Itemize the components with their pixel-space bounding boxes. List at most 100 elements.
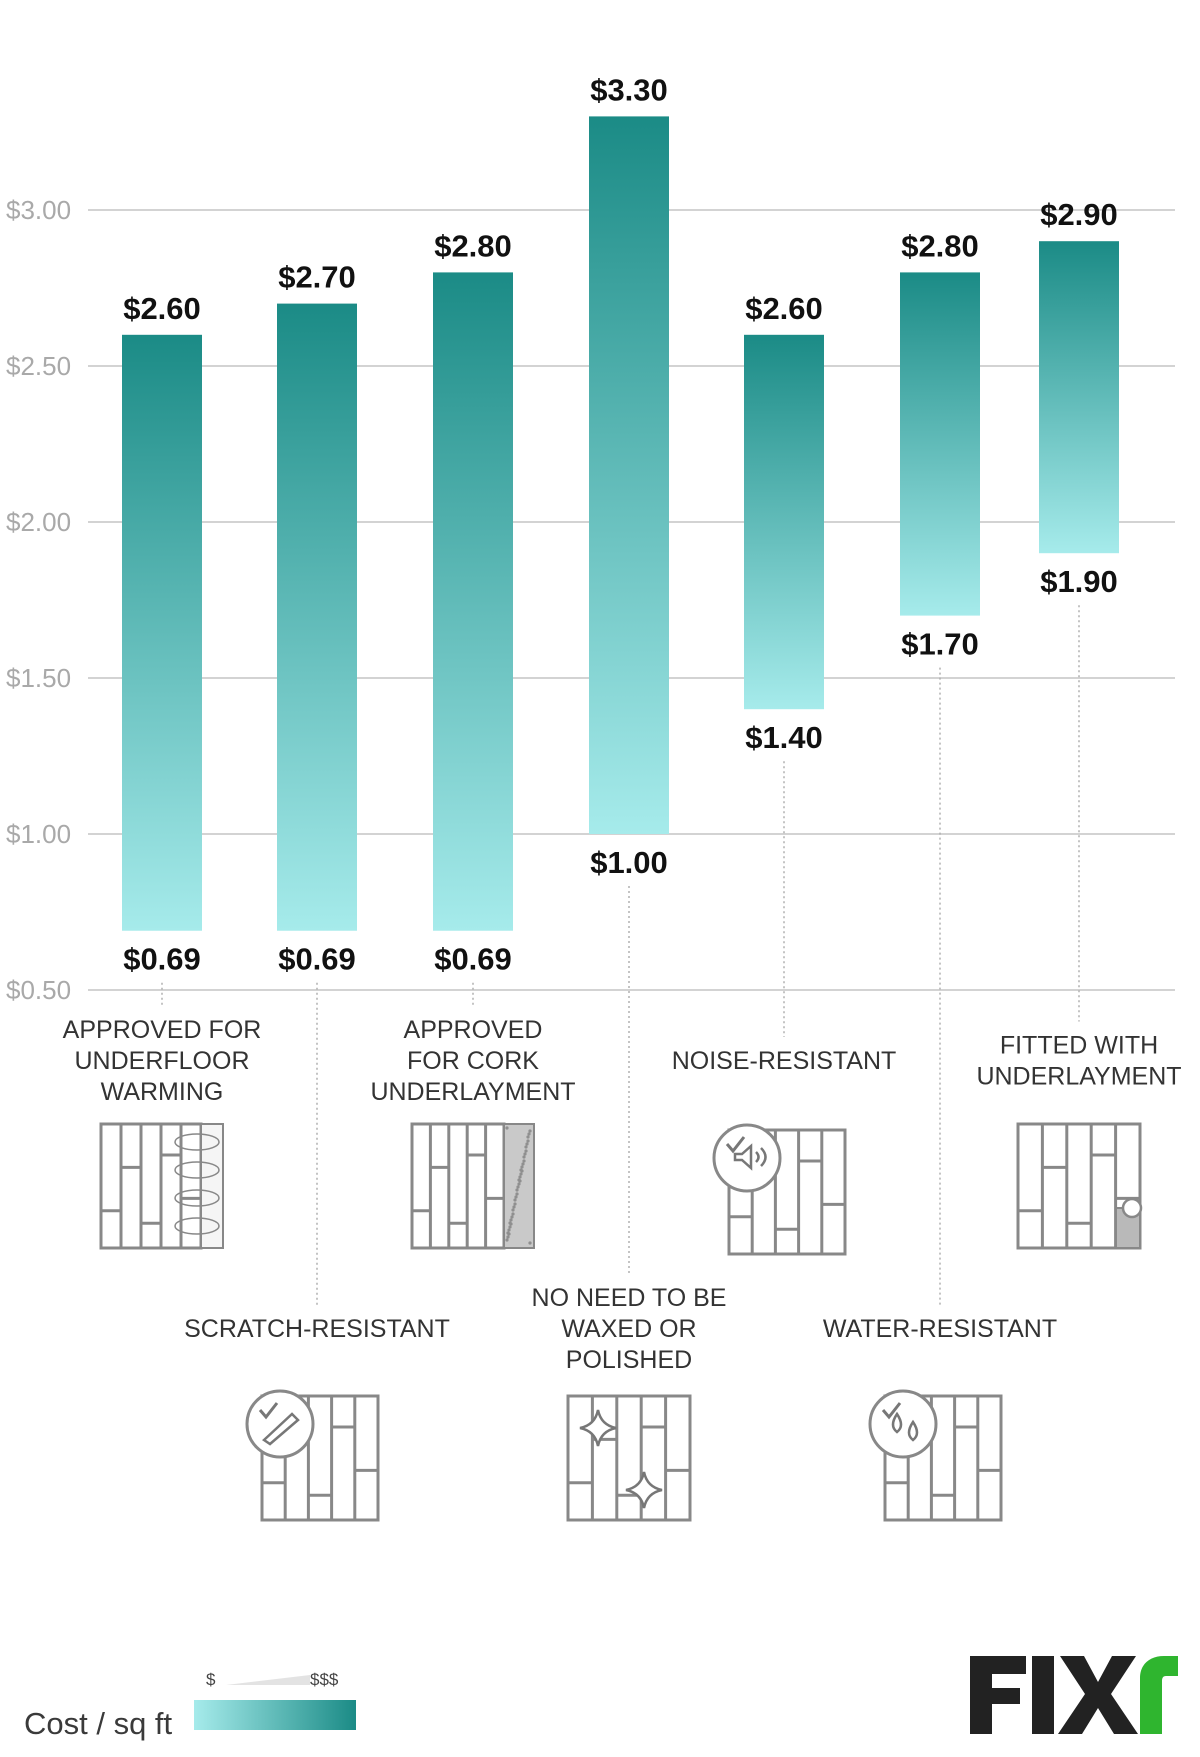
cork-speck <box>526 1139 530 1143</box>
range-bar <box>277 303 357 931</box>
cork-speck <box>514 1195 518 1199</box>
cork-speck <box>511 1208 515 1212</box>
y-tick-label: $2.50 <box>6 351 71 381</box>
cork-speck <box>518 1175 522 1179</box>
high-value-label: $2.60 <box>745 291 823 326</box>
category-label: WAXED OR <box>561 1315 696 1343</box>
cork-speck <box>508 1225 512 1229</box>
low-value-label: $1.70 <box>901 627 979 662</box>
range-bar <box>122 334 202 931</box>
cork-speck <box>515 1188 519 1192</box>
category-label: UNDERFLOOR <box>74 1047 249 1075</box>
cork-speck <box>511 1212 515 1216</box>
heat-coil-icon <box>174 1133 220 1151</box>
cork-speck <box>519 1172 523 1176</box>
cork-speck <box>517 1178 521 1182</box>
cork-speck <box>516 1185 520 1189</box>
cork-speck <box>528 1129 532 1133</box>
cork-underlayment-floor-icon <box>410 1122 535 1250</box>
cork-speck <box>510 1215 514 1219</box>
checkmark-icon <box>881 1402 902 1420</box>
y-tick-label: $3.00 <box>6 195 71 225</box>
cork-speck <box>509 1218 513 1222</box>
low-value-label: $1.90 <box>1040 564 1118 599</box>
cost-range-chart: $0.50 $1.00 $1.50 $2.00 $2.50 $3.00 $2.60 $0.6… <box>6 72 1182 1522</box>
category-label: NOISE-RESISTANT <box>672 1047 897 1075</box>
cork-speck <box>512 1205 516 1209</box>
y-tick-label: $1.00 <box>6 819 71 849</box>
cork-speck <box>519 1168 523 1172</box>
cork-speck <box>513 1198 517 1202</box>
legend-low-symbol: $ <box>206 1670 216 1689</box>
range-bar <box>589 116 669 834</box>
cork-speck <box>522 1155 526 1159</box>
plank-frame <box>99 1122 203 1250</box>
category-label: WARMING <box>101 1078 224 1106</box>
low-value-label: $1.40 <box>745 720 823 755</box>
low-value-label: $0.69 <box>434 942 512 977</box>
low-value-label: $1.00 <box>590 845 668 880</box>
heat-coil-icon <box>174 1217 220 1235</box>
underfloor-warming-floor-icon <box>99 1122 224 1250</box>
category-label: NO NEED TO BE <box>532 1284 727 1312</box>
cork-speck <box>524 1149 528 1153</box>
plank-frame <box>566 1394 692 1522</box>
heating-panel <box>200 1123 224 1249</box>
plank-frame <box>260 1394 380 1522</box>
water-drop-icon <box>891 1411 903 1434</box>
no-wax-floor-icon <box>566 1394 692 1522</box>
category-label: UNDERLAYMENT <box>976 1063 1181 1091</box>
fixr-logo <box>970 1656 1178 1734</box>
noise-resistant-floor-icon <box>712 1123 847 1256</box>
checkmark-icon <box>725 1136 746 1154</box>
checkmark-icon <box>258 1402 279 1420</box>
cost-legend: $ $$$ Cost / sq ft <box>0 1660 400 1750</box>
range-bar <box>900 272 980 616</box>
badge-circle <box>712 1123 782 1193</box>
plank-frame <box>1016 1122 1142 1250</box>
cork-speck <box>508 1221 512 1225</box>
plank-frame <box>727 1128 847 1256</box>
speaker-icon <box>733 1143 753 1171</box>
high-value-label: $2.70 <box>278 260 356 295</box>
high-value-label: $2.60 <box>123 291 201 326</box>
cork-speck <box>506 1231 510 1235</box>
range-bar <box>1039 241 1119 554</box>
y-tick-label: $0.50 <box>6 975 71 1005</box>
low-value-label: $0.69 <box>278 942 356 977</box>
cork-speck <box>525 1142 529 1146</box>
legend-cost-label: Cost / sq ft <box>24 1706 173 1741</box>
category-label: SCRATCH-RESISTANT <box>184 1315 450 1343</box>
heat-coil-icon <box>174 1161 220 1179</box>
cork-speck <box>520 1165 524 1169</box>
high-value-label: $2.80 <box>434 228 512 263</box>
cork-speck <box>523 1152 527 1156</box>
plank-frame <box>883 1394 1003 1522</box>
category-label: POLISHED <box>566 1346 692 1374</box>
cork-speck <box>513 1202 517 1206</box>
water-drop-icon <box>907 1419 919 1442</box>
fitted-underlayment-floor-icon <box>1016 1122 1143 1250</box>
legend-gradient-bar <box>194 1700 356 1730</box>
category-label: FITTED WITH <box>1000 1032 1158 1060</box>
range-bar <box>433 272 513 931</box>
cork-speck <box>524 1145 528 1149</box>
roll-icon <box>1121 1197 1143 1219</box>
cork-speck <box>527 1132 531 1136</box>
badge-circle <box>868 1389 938 1459</box>
high-value-label: $2.90 <box>1040 197 1118 232</box>
category-label: WATER-RESISTANT <box>823 1315 1057 1343</box>
category-label: APPROVED FOR <box>63 1016 262 1044</box>
cork-speck <box>506 1235 510 1239</box>
cork-speck <box>515 1192 519 1196</box>
cork-speck <box>522 1159 526 1163</box>
cork-speck <box>507 1228 511 1232</box>
sparkle-icon <box>579 1409 617 1447</box>
low-value-label: $0.69 <box>123 942 201 977</box>
range-bar <box>744 334 824 710</box>
plank-frame <box>410 1122 506 1250</box>
category-label: FOR CORK <box>407 1047 539 1075</box>
sparkle-icon <box>625 1471 663 1509</box>
legend-high-symbol: $$$ <box>310 1670 339 1689</box>
y-tick-label: $2.00 <box>6 507 71 537</box>
